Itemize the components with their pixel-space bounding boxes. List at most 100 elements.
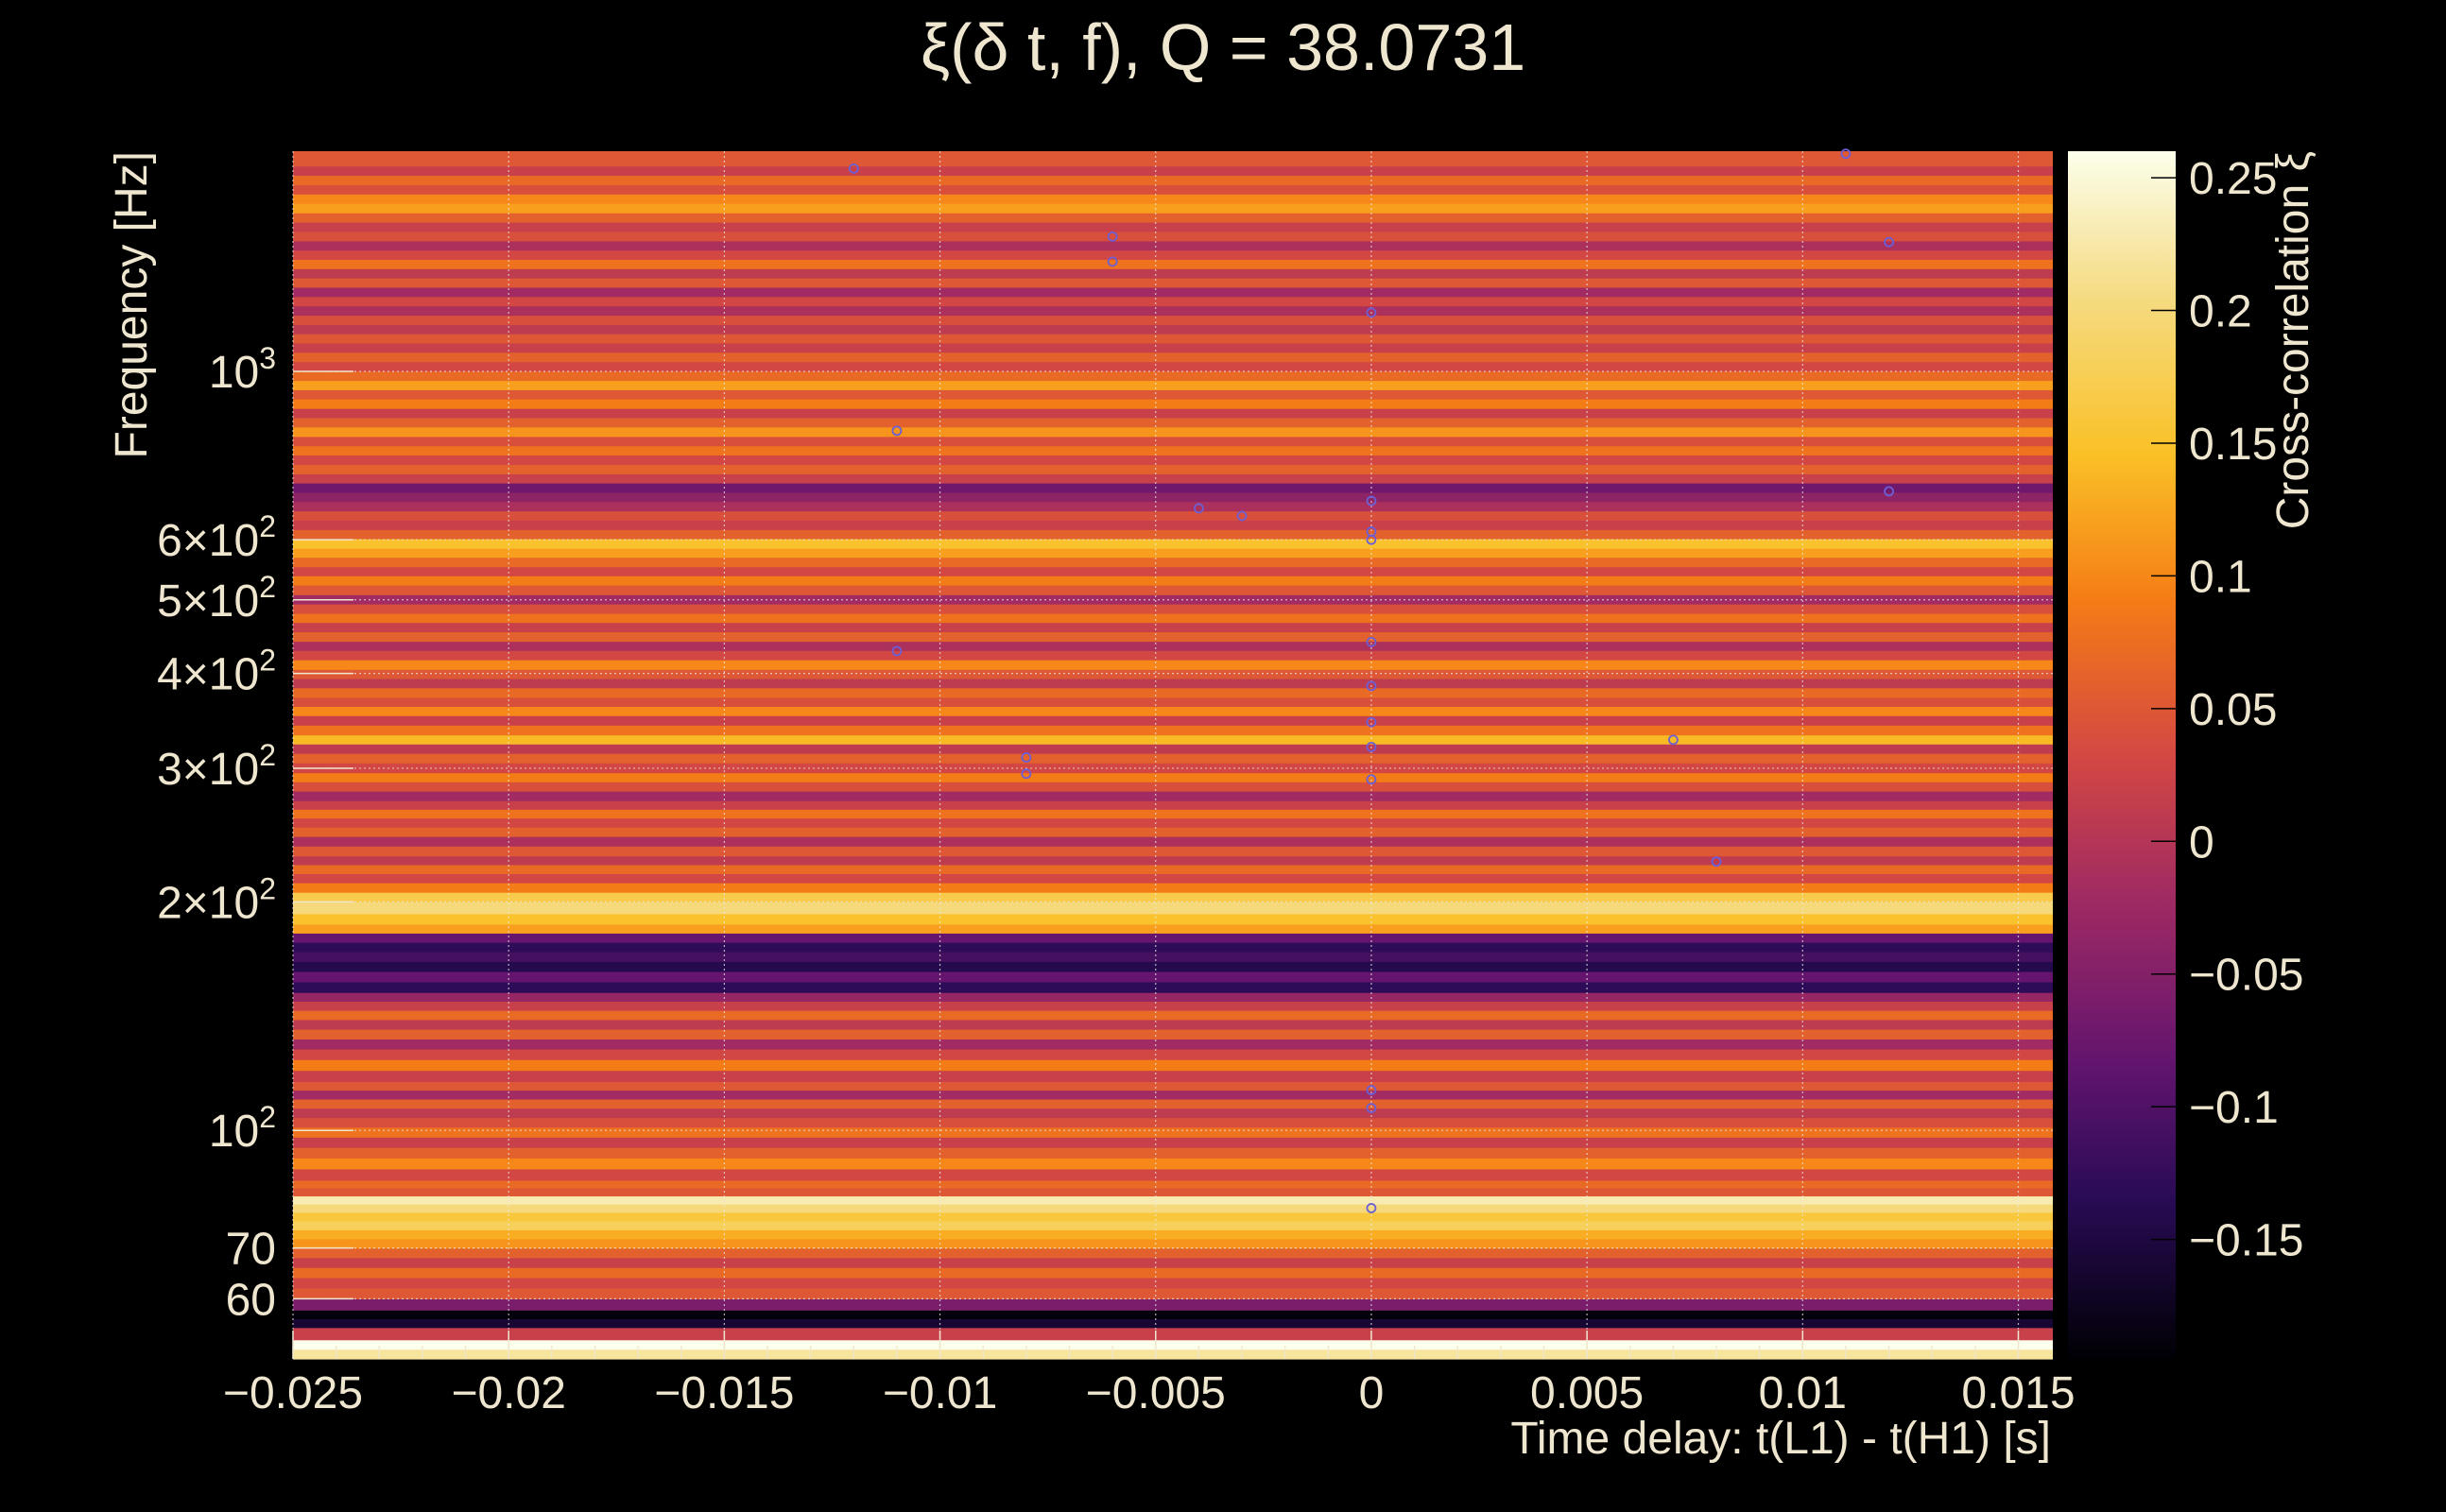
- peak-marker: [1884, 236, 1894, 248]
- heatmap-band: [293, 1059, 2053, 1072]
- y-tick-label: 2×102: [157, 871, 276, 928]
- y-tick-label: 6×102: [157, 509, 276, 566]
- heatmap-band: [293, 426, 2053, 438]
- heatmap-band: [293, 650, 2053, 661]
- heatmap-band: [293, 1147, 2053, 1159]
- heatmap-band: [293, 1238, 2053, 1249]
- heatmap-band: [293, 259, 2053, 269]
- x-tick-label: −0.01: [883, 1368, 997, 1418]
- heatmap-band: [293, 184, 2053, 195]
- peak-marker: [1667, 734, 1679, 746]
- heatmap-band: [293, 286, 2053, 298]
- heatmap-band: [293, 445, 2053, 456]
- peak-marker: [1366, 742, 1377, 752]
- x-tick-label: −0.005: [1086, 1368, 1226, 1418]
- heatmap-band: [293, 1298, 2053, 1311]
- heatmap-band: [293, 1277, 2053, 1289]
- peak-marker: [1711, 856, 1722, 868]
- heatmap-band: [293, 399, 2053, 409]
- peak-marker: [1366, 774, 1377, 785]
- x-tick-labels: −0.025 −0.02 −0.015 −0.01 −0.005 0 0.005 0.01 0.…: [223, 1368, 2076, 1418]
- heatmap-band: [293, 1001, 2053, 1011]
- heatmap-band: [293, 669, 2053, 679]
- colorbar-label: Cross-correlation ξ: [2268, 151, 2318, 529]
- x-tick-label: −0.025: [223, 1368, 363, 1418]
- heatmap-band: [293, 1108, 2053, 1119]
- heatmap-band: [293, 1028, 2053, 1040]
- peak-marker: [891, 645, 903, 657]
- heatmap-band: [293, 566, 2053, 576]
- heatmap-band: [293, 510, 2053, 521]
- heatmap-band: [293, 1327, 2053, 1341]
- x-axis-label: Time delay: t(L1) - t(H1) [s]: [1510, 1414, 2051, 1464]
- heatmap-band: [293, 342, 2053, 353]
- heatmap-band: [293, 800, 2053, 810]
- heatmap-bands: [293, 151, 2053, 1360]
- heatmap-band: [293, 501, 2053, 512]
- heatmap-band: [293, 408, 2053, 419]
- peak-marker: [1366, 716, 1377, 728]
- heatmap-band: [293, 864, 2053, 874]
- peak-marker: [1366, 307, 1377, 318]
- x-tick-label: −0.015: [654, 1368, 794, 1418]
- heatmap-band: [293, 846, 2053, 857]
- heatmap-band: [293, 1287, 2053, 1299]
- colorbar-tick-label: −0.15: [2189, 1216, 2303, 1266]
- heatmap-band: [293, 942, 2053, 953]
- x-tick-label: 0: [1359, 1368, 1385, 1418]
- heatmap-band: [293, 923, 2053, 934]
- heatmap-band: [293, 1257, 2053, 1268]
- colorbar-ticks: [2151, 177, 2176, 1241]
- peak-marker: [1884, 486, 1894, 497]
- heatmap-band: [293, 1019, 2053, 1030]
- x-tick-label: 0.01: [1759, 1368, 1847, 1418]
- heatmap-band: [293, 952, 2053, 962]
- heatmap-band: [293, 1137, 2053, 1148]
- colorbar-tick-labels: 0.25 0.2 0.15 0.1 0.05 0 −0.05 −0.1 −0.15: [2189, 154, 2303, 1266]
- heatmap-band: [293, 687, 2053, 698]
- heatmap-band: [293, 1158, 2053, 1170]
- heatmap-band: [293, 268, 2053, 279]
- heatmap-band: [293, 836, 2053, 847]
- heatmap-band: [293, 417, 2053, 428]
- heatmap-band: [293, 151, 2053, 167]
- heatmap-band: [293, 557, 2053, 568]
- heatmap-band: [293, 1229, 2053, 1240]
- heatmap-band: [293, 696, 2053, 708]
- peak-marker: [1236, 510, 1248, 522]
- heatmap-band: [293, 296, 2053, 307]
- heatmap-band: [293, 631, 2053, 643]
- colorbar: [2068, 151, 2176, 1359]
- heatmap-band: [293, 706, 2053, 716]
- heatmap-band: [293, 744, 2053, 754]
- heatmap-band: [293, 1267, 2053, 1279]
- y-tick-label: 103: [209, 341, 276, 398]
- heatmap-band: [293, 933, 2053, 943]
- heatmap-band: [293, 213, 2053, 223]
- heatmap-band: [293, 482, 2053, 493]
- peak-marker: [1366, 495, 1377, 507]
- heatmap-band: [293, 436, 2053, 447]
- peak-marker: [1107, 231, 1118, 242]
- heatmap-band: [293, 892, 2053, 903]
- peak-marker: [1021, 752, 1032, 763]
- axis-ticks: [292, 370, 2020, 1359]
- heatmap-band: [293, 1349, 2053, 1360]
- heatmap-band: [293, 1211, 2053, 1222]
- y-tick-label: 3×102: [157, 738, 276, 795]
- heatmap-band: [293, 175, 2053, 185]
- heatmap-band: [293, 1126, 2053, 1138]
- heatmap-band: [293, 827, 2053, 837]
- colorbar-tick-label: 0.25: [2189, 154, 2277, 204]
- heatmap-band: [293, 734, 2053, 745]
- heatmap-band: [293, 809, 2053, 819]
- heatmap-band: [293, 817, 2053, 828]
- heatmap-band: [293, 1090, 2053, 1100]
- heatmap-band: [293, 221, 2053, 232]
- heatmap-band: [293, 1098, 2053, 1109]
- heatmap-band: [293, 539, 2053, 549]
- colorbar-tick-label: −0.05: [2189, 951, 2303, 1001]
- heatmap-band: [293, 622, 2053, 633]
